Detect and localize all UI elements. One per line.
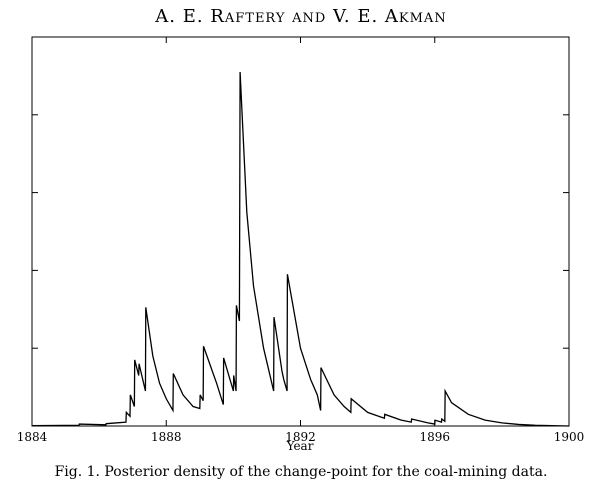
x-tick-label: 1892 xyxy=(285,430,316,444)
y-ticks xyxy=(32,114,569,349)
plot-frame xyxy=(31,36,570,427)
running-head: A. E. Raftery and V. E. Akman xyxy=(155,6,447,27)
density-series-line xyxy=(31,71,570,427)
x-ticks: 1884 1888 1892 1896 1900 xyxy=(17,37,585,444)
x-tick-label: 1888 xyxy=(151,430,182,444)
x-axis-label: Year xyxy=(286,439,314,453)
figure-caption: Fig. 1. Posterior density of the change-… xyxy=(54,464,548,480)
x-tick-label: 1900 xyxy=(554,430,585,444)
x-tick-label: 1884 xyxy=(17,430,48,444)
x-tick-label: 1896 xyxy=(419,430,450,444)
